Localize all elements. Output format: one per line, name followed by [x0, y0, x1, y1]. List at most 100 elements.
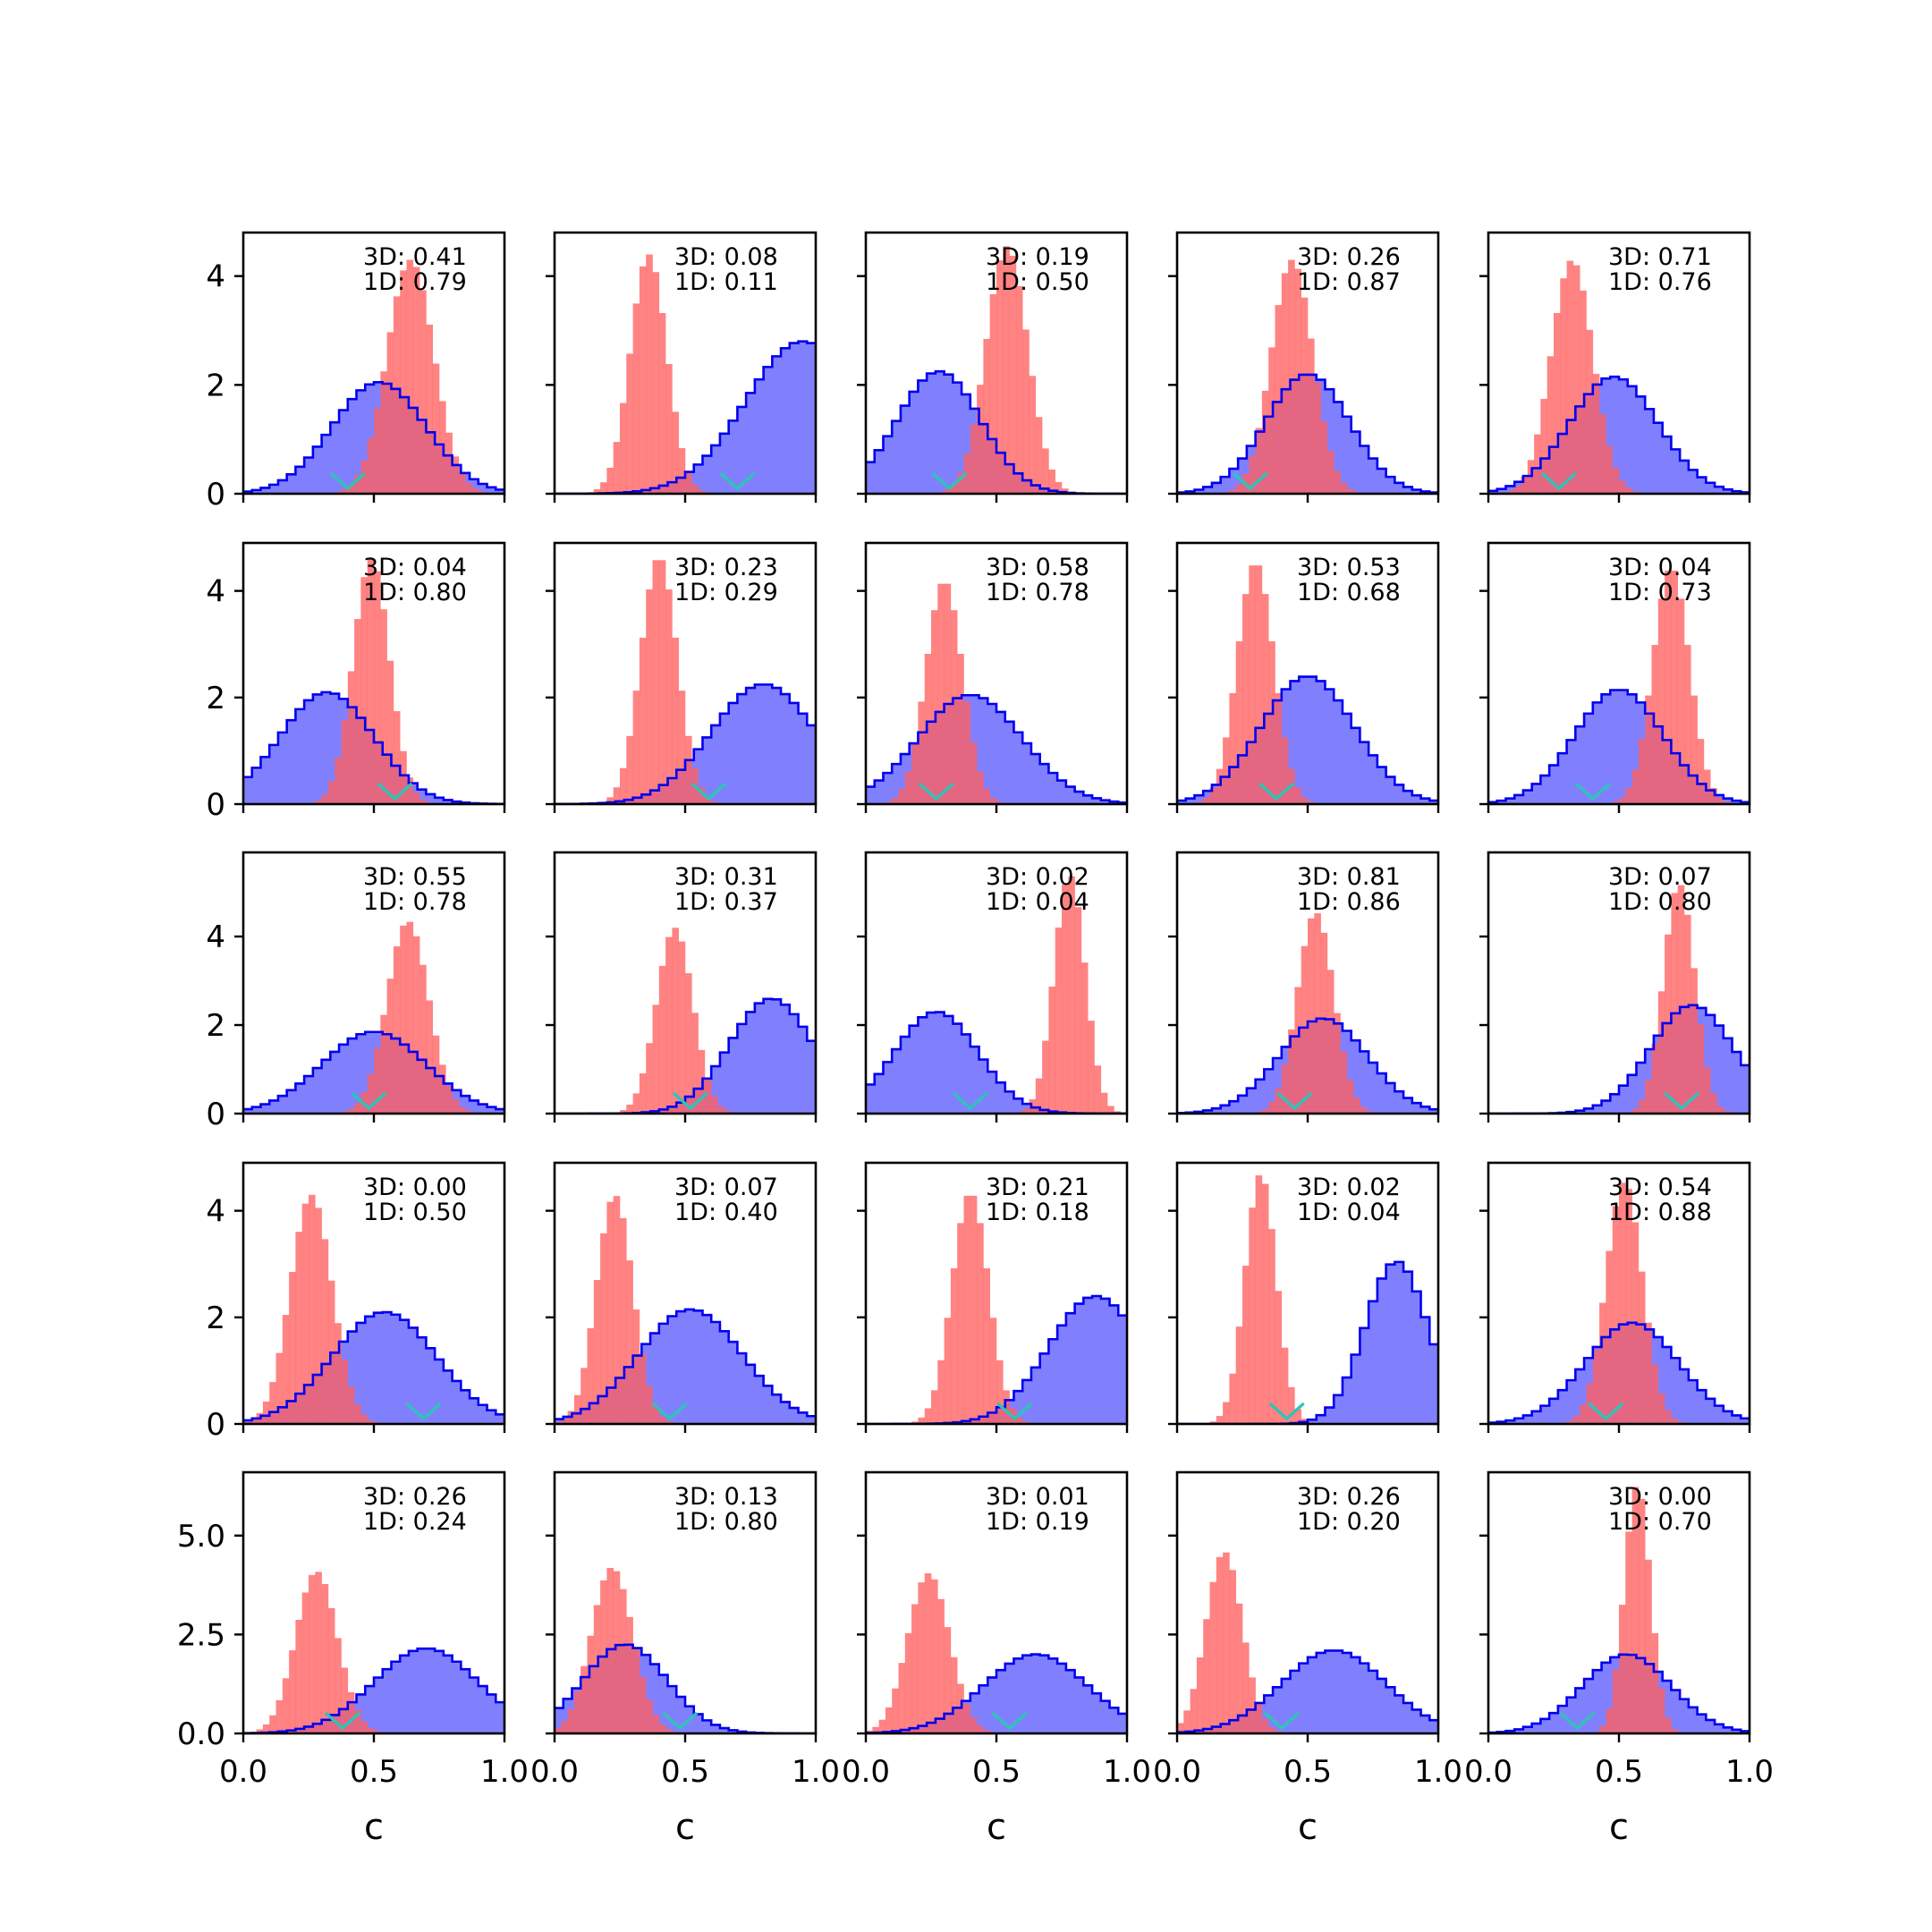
- histogram-panel: [555, 928, 816, 1114]
- blue-histogram-step: [1177, 1017, 1438, 1114]
- red-histogram-bar: [1716, 797, 1724, 804]
- red-histogram-bar: [1229, 1373, 1236, 1424]
- red-histogram-bar: [983, 789, 990, 804]
- red-histogram-bar: [360, 1414, 368, 1424]
- red-histogram-bar: [1592, 373, 1600, 494]
- annotation-3d: 3D: 0.58: [986, 554, 1089, 581]
- red-histogram-bar: [937, 1598, 945, 1733]
- red-histogram-bar: [412, 936, 420, 1114]
- annotation-3d: 3D: 0.31: [674, 863, 778, 891]
- red-histogram-bar: [996, 260, 1004, 494]
- red-histogram-bar: [1035, 417, 1043, 494]
- red-histogram-bar: [1209, 787, 1217, 804]
- red-histogram-bar: [354, 1404, 361, 1424]
- red-histogram-bar: [400, 925, 407, 1114]
- red-histogram-bar: [963, 701, 971, 804]
- marker-v: [324, 1711, 361, 1731]
- red-histogram-bar: [704, 797, 712, 804]
- y-tick-label: 2: [206, 1008, 225, 1044]
- red-histogram-bar: [1216, 1556, 1224, 1733]
- marker-v: [672, 1091, 708, 1111]
- blue-histogram-step: [243, 1310, 504, 1422]
- red-histogram-bar: [1320, 421, 1328, 494]
- red-histogram-bar: [1326, 451, 1335, 494]
- blue-histogram-step: [1177, 373, 1438, 494]
- x-tick-label: 0.5: [1284, 1754, 1332, 1790]
- red-histogram-bar: [1308, 801, 1315, 804]
- red-histogram-bar: [262, 1401, 270, 1424]
- red-histogram-bar: [1048, 469, 1055, 494]
- annotation-1d: 1D: 0.04: [1297, 1199, 1401, 1226]
- red-histogram-bar: [685, 471, 692, 494]
- red-histogram-bar: [970, 742, 978, 804]
- red-histogram-bar: [1340, 482, 1348, 494]
- red-histogram-bar: [1638, 1099, 1646, 1114]
- red-histogram-bar: [341, 1667, 349, 1733]
- histogram-panel: [1488, 1182, 1750, 1424]
- red-histogram-bar: [400, 270, 407, 494]
- red-histogram-bar: [672, 411, 679, 494]
- red-histogram-bar: [1645, 1322, 1652, 1424]
- red-histogram-bar: [1301, 797, 1309, 804]
- red-histogram-bar: [1625, 1189, 1632, 1424]
- red-histogram-bar: [665, 363, 673, 494]
- red-histogram-bar: [432, 1035, 440, 1114]
- annotation-3d: 3D: 0.07: [1608, 863, 1712, 891]
- red-histogram-bar: [977, 385, 984, 494]
- blue-histogram-step: [555, 1308, 816, 1420]
- blue-histogram-fill: [866, 1654, 1127, 1733]
- red-histogram-bar: [1068, 876, 1075, 1114]
- marker-v: [351, 1091, 387, 1111]
- red-histogram-bar: [419, 964, 427, 1114]
- red-histogram-bar: [1003, 1390, 1010, 1424]
- red-histogram-bar: [1651, 644, 1659, 804]
- red-histogram-bar: [1223, 1552, 1230, 1733]
- red-histogram-bar: [1294, 987, 1301, 1114]
- x-tick-label: 0.0: [219, 1754, 267, 1790]
- y-tick-label: 4: [206, 259, 225, 295]
- red-histogram-bar: [646, 254, 653, 494]
- red-histogram-bar: [944, 583, 952, 804]
- red-histogram-bar: [1703, 769, 1711, 804]
- red-histogram-bar: [374, 1731, 381, 1733]
- red-histogram-bar: [1235, 484, 1243, 494]
- x-axis-label: c: [1609, 1807, 1629, 1848]
- red-histogram-bar: [289, 1650, 296, 1733]
- red-histogram-bar: [872, 1726, 879, 1733]
- red-histogram-bar: [1651, 1043, 1659, 1114]
- marker-v: [651, 1402, 688, 1421]
- red-histogram-bar: [386, 660, 394, 804]
- red-histogram-bar: [426, 1000, 433, 1114]
- red-histogram-bar: [957, 653, 964, 804]
- red-histogram-bar: [658, 1724, 666, 1733]
- annotation-3d: 3D: 0.55: [363, 863, 467, 891]
- red-histogram-bar: [1235, 1326, 1243, 1424]
- red-histogram-bar: [478, 491, 486, 494]
- red-histogram-bar: [367, 1419, 375, 1424]
- red-histogram-bar: [1346, 1080, 1354, 1114]
- red-histogram-bar: [672, 637, 679, 804]
- red-histogram-bar: [347, 671, 355, 804]
- blue-histogram-step: [866, 693, 1127, 804]
- annotation-3d: 3D: 0.81: [1297, 863, 1401, 891]
- y-tick-label: 2: [206, 681, 225, 716]
- red-histogram-bar: [937, 1360, 945, 1424]
- red-histogram-bar: [892, 1688, 899, 1733]
- annotation-3d: 3D: 0.00: [1608, 1483, 1712, 1511]
- red-histogram-bar: [1216, 768, 1224, 804]
- red-histogram-bar: [1015, 1417, 1023, 1424]
- red-histogram-bar: [282, 1315, 290, 1424]
- marker-v: [719, 471, 756, 491]
- histogram-panel: [243, 259, 504, 494]
- red-histogram-bar: [335, 1323, 342, 1424]
- red-histogram-bar: [386, 979, 394, 1114]
- y-tick-label: 0: [206, 477, 225, 513]
- marker-v: [952, 1091, 988, 1111]
- red-histogram-bar: [996, 1360, 1004, 1424]
- annotation-3d: 3D: 0.71: [1608, 243, 1712, 271]
- red-histogram-bar: [1029, 376, 1037, 494]
- red-histogram-bar: [1055, 481, 1063, 494]
- red-histogram-bar: [1580, 1404, 1587, 1424]
- red-histogram-bar: [1196, 801, 1204, 804]
- annotation-1d: 1D: 0.86: [1297, 888, 1401, 916]
